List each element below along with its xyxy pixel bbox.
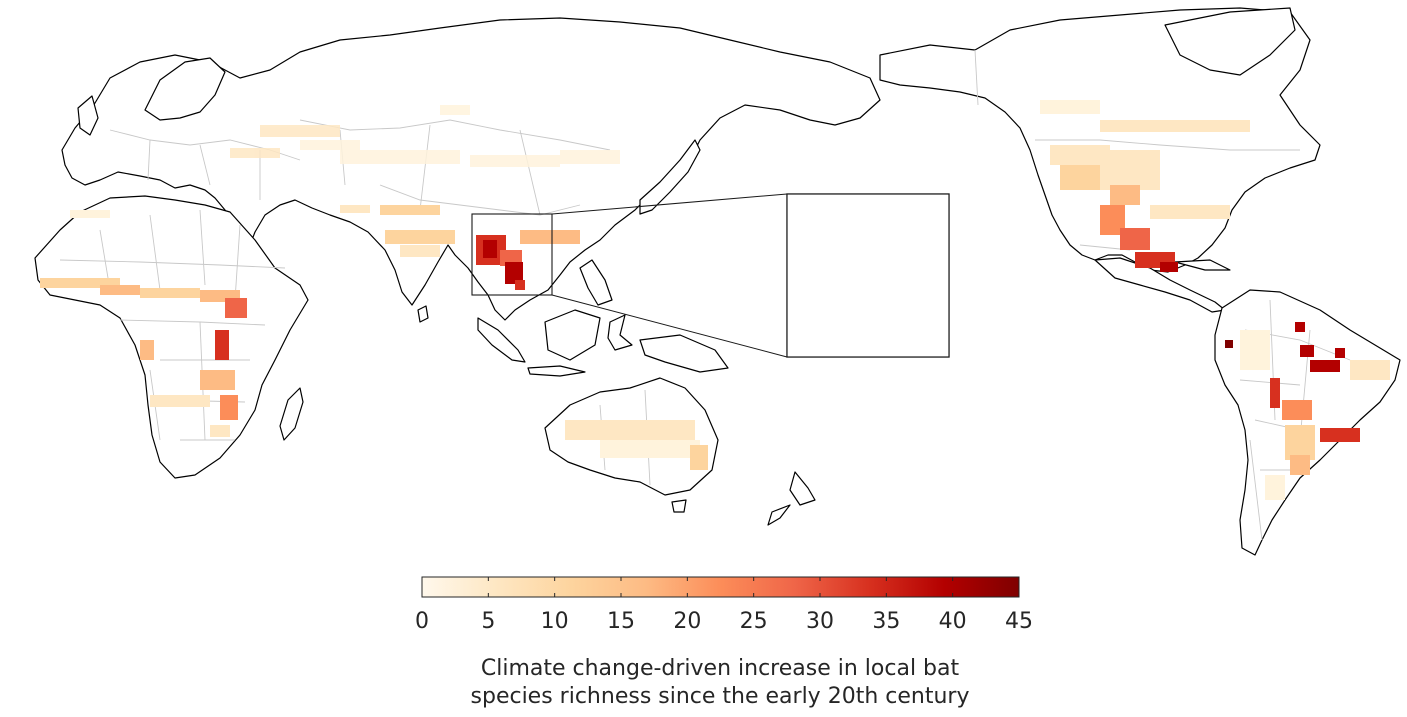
greenland: [1164, 7, 1296, 76]
richness-south-america: [1225, 322, 1390, 500]
scandinavia: [144, 57, 226, 121]
richness-layer: [40, 100, 1390, 500]
colorbar-tick-label: 45: [1005, 609, 1033, 634]
philippines: [579, 259, 613, 306]
sulawesi: [607, 314, 633, 351]
colorbar-tick-label: 35: [872, 609, 900, 634]
japan: [639, 139, 701, 215]
land-masses: [34, 7, 1401, 556]
inset-leader-bottom: [551, 294, 788, 358]
borneo: [544, 309, 601, 361]
inset-locator-box: [471, 213, 553, 296]
richness-north-america: [1040, 100, 1250, 272]
sumatra: [477, 317, 526, 363]
inset-leader-top: [551, 193, 788, 215]
colorbar-gradient: [421, 576, 1020, 598]
new-guinea: [639, 334, 729, 373]
sri-lanka: [417, 305, 429, 323]
colorbar-tick-label: 10: [541, 609, 569, 634]
richness-africa: [40, 210, 247, 437]
richness-se-asia-hotspot: [476, 232, 570, 290]
richness-australia: [565, 420, 708, 470]
java: [527, 365, 586, 377]
colorbar-tick-label: 0: [415, 609, 429, 634]
colorbar-ticks: 0 5 10 15 20 25 30 35 40 45: [415, 577, 1033, 634]
richness-north-asia: [230, 105, 620, 167]
tasmania: [671, 499, 687, 513]
colorbar-tick-label: 5: [481, 609, 495, 634]
colorbar-tick-label: 15: [607, 609, 635, 634]
new-zealand: [767, 471, 816, 526]
colorbar-label-line1: Climate change-driven increase in local …: [481, 656, 960, 681]
country-borders: [59, 49, 1351, 541]
british-isles: [77, 95, 99, 136]
colorbar-tick-label: 25: [740, 609, 768, 634]
inset-map: [786, 193, 950, 358]
colorbar-tick-label: 30: [806, 609, 834, 634]
colorbar-label-line2: species richness since the early 20th ce…: [471, 684, 970, 709]
south-america: [1214, 289, 1401, 556]
caribbean-islands: [1174, 259, 1231, 271]
colorbar-tick-label: 40: [939, 609, 967, 634]
colorbar: 0 5 10 15 20 25 30 35 40 45 Climate change-driven…: [415, 576, 1033, 709]
colorbar-tick-label: 20: [673, 609, 701, 634]
madagascar: [279, 387, 304, 441]
africa: [34, 195, 309, 479]
